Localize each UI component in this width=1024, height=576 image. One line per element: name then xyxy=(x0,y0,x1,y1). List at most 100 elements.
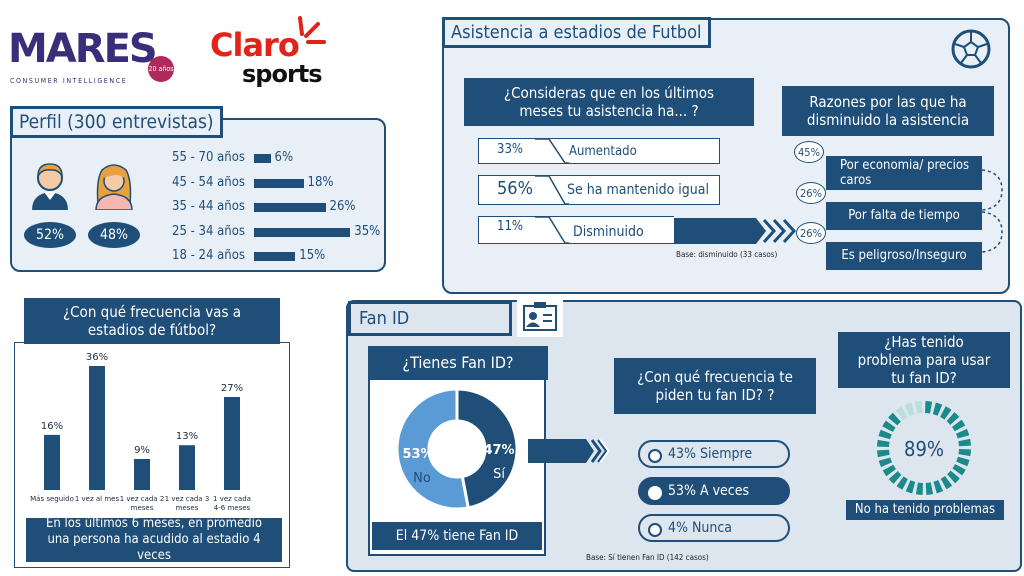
category-label: 1 vez cada 2 meses xyxy=(120,495,165,512)
female-pct: 48% xyxy=(100,227,128,243)
mares-logo: MARES 20 años CONSUMER INTELLIGENCE xyxy=(8,26,174,88)
problema-label: No ha tenido problemas xyxy=(846,500,1004,520)
problema-pct: 89% xyxy=(904,437,944,461)
category-label: 1 vez cada 4-6 meses xyxy=(213,495,251,512)
donut-no-pct: 53% xyxy=(402,447,433,462)
mares-badge: 20 años xyxy=(148,56,174,82)
ring-segment xyxy=(932,402,943,416)
option-disminuido: 11% Disminuido xyxy=(478,216,674,244)
option-aumentado-pct: 33% xyxy=(497,142,523,157)
age-value: 18% xyxy=(307,174,334,190)
age-bar xyxy=(254,154,271,163)
divider-slash-icon xyxy=(535,139,569,164)
age-bar xyxy=(254,252,296,261)
id-card-icon xyxy=(517,299,563,337)
reasons-connector-icon xyxy=(981,169,1003,253)
reasons-title: Razones por las que ha disminuido la asi… xyxy=(782,86,994,136)
reason-tiempo-label: Por falta de tiempo xyxy=(848,208,960,223)
ring-segment xyxy=(958,438,971,447)
mares-badge-text: 20 años xyxy=(148,65,174,73)
category-label: Más seguido xyxy=(30,495,74,503)
ring-segment xyxy=(956,456,970,467)
radio-dot-icon xyxy=(648,449,662,463)
ring-segment xyxy=(955,428,970,439)
ring-segment xyxy=(947,470,960,484)
ring-segment xyxy=(933,479,944,494)
ring-segment xyxy=(940,406,952,420)
reason-peligroso-pct-text: 26% xyxy=(800,226,822,240)
bar-value-label: 16% xyxy=(41,421,63,432)
asistencia-base: Base: disminuido (33 casos) xyxy=(676,250,778,259)
freq-option-nunca: 4% Nunca xyxy=(638,514,790,542)
male-avatar-icon xyxy=(32,163,68,210)
claro-logo: Claro sports xyxy=(208,12,328,88)
fanid-freq-title: ¿Con qué frecuencia te piden tu fan ID? … xyxy=(614,358,816,414)
donut-slice-si xyxy=(455,387,519,510)
fanid-base: Base: Sí tienen Fan ID (142 casos) xyxy=(586,553,709,562)
mares-subtitle: CONSUMER INTELLIGENCE xyxy=(10,77,128,85)
ring-segment xyxy=(914,401,923,414)
ring-segment xyxy=(877,439,890,447)
ring-segment xyxy=(882,420,896,432)
category-label: 1 vez cada 3 meses xyxy=(165,495,210,512)
perfil-panel xyxy=(10,118,386,272)
bar-0 xyxy=(44,434,60,490)
ring-segment xyxy=(915,482,923,495)
fanid-arrow-icon xyxy=(528,439,610,463)
ring-segment xyxy=(952,419,966,432)
age-label: 18 - 24 años xyxy=(172,248,245,263)
option-aumentado-label: Aumentado xyxy=(569,144,637,159)
male-pct-badge: 52% xyxy=(24,222,76,248)
bar-value-label: 9% xyxy=(134,445,150,456)
freq-option-siempre-label: 43% Siempre xyxy=(668,446,753,462)
ring-segment xyxy=(952,464,966,476)
fanid-donut-chart: 47% Sí 53% No xyxy=(395,387,519,511)
bar-value-label: 27% xyxy=(221,383,243,394)
bar-2 xyxy=(134,459,150,490)
ring-segment xyxy=(882,464,896,477)
donut-no-label: No xyxy=(413,471,431,486)
male-pct: 52% xyxy=(36,227,64,243)
age-label: 25 - 34 años xyxy=(172,223,245,239)
age-value: 26% xyxy=(329,199,356,214)
divider-slash-icon xyxy=(535,217,569,244)
ring-segment xyxy=(877,449,890,458)
ring-segment xyxy=(888,471,902,484)
age-bar xyxy=(254,227,351,237)
donut-si-pct: 47% xyxy=(483,443,514,458)
freq-option-a-veces-label: 53% A veces xyxy=(668,483,750,499)
freq-option-a-veces: 53% A veces xyxy=(638,477,790,505)
freq-option-nunca-label: 4% Nunca xyxy=(668,520,733,536)
mares-logo-text: MARES xyxy=(8,26,158,72)
donut-slice-no xyxy=(395,387,470,511)
ring-segment xyxy=(895,406,908,420)
ring-segment xyxy=(878,429,892,440)
age-bar xyxy=(254,178,304,188)
freq-option-siempre: 43% Siempre xyxy=(638,440,790,468)
problema-ring-chart xyxy=(877,401,971,495)
option-disminuido-label: Disminuido xyxy=(573,224,644,240)
reason-economia-pct: 45% xyxy=(794,141,824,163)
sports-logo-text: sports xyxy=(242,60,323,88)
option-igual-pct: 56% xyxy=(497,178,533,199)
age-bar xyxy=(254,203,326,212)
reason-peligroso-pct: 26% xyxy=(796,222,826,244)
female-pct-badge: 48% xyxy=(88,222,140,248)
radio-dot-icon xyxy=(648,523,662,537)
ring-segment xyxy=(925,401,933,414)
reason-peligroso: Es peligroso/Inseguro xyxy=(826,242,982,270)
claro-logo-text: Claro xyxy=(210,26,300,64)
divider-slash-icon xyxy=(535,176,569,205)
female-avatar-icon xyxy=(95,164,133,210)
ring-segment xyxy=(896,476,908,490)
ring-segment xyxy=(940,476,953,490)
problema-title: ¿Has tenido problema para usar tu fan ID… xyxy=(838,332,1010,388)
frecuencia-footer: En los últimos 6 meses, en promedio una … xyxy=(26,516,282,563)
soccer-ball-icon xyxy=(951,29,991,69)
option-aumentado: 33% Aumentado xyxy=(478,138,720,164)
ring-segment xyxy=(904,402,915,417)
asistencia-question: ¿Consideras que en los últimos meses tu … xyxy=(464,78,754,126)
age-value: 35% xyxy=(354,223,381,239)
claro-rays-icon xyxy=(298,16,326,44)
ring-segment xyxy=(925,482,934,495)
